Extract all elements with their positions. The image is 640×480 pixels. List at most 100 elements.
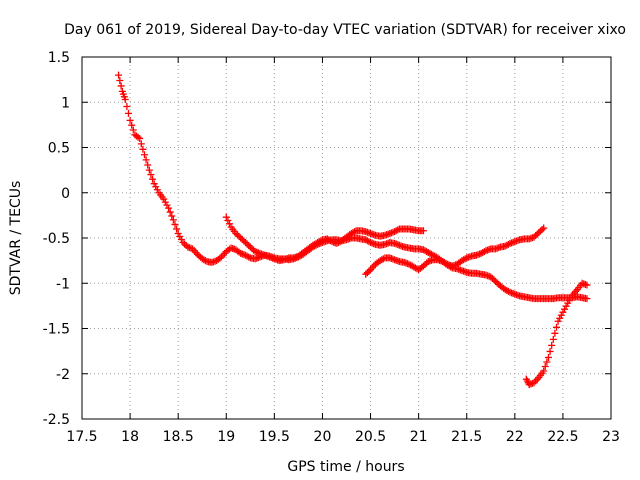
data-point (312, 241, 320, 249)
x-tick-label: 19.5 (259, 429, 290, 445)
data-point (116, 77, 124, 85)
x-tick-label: 20 (314, 429, 332, 445)
data-point (493, 279, 501, 287)
data-point (235, 232, 243, 240)
data-point (179, 239, 187, 247)
x-tick-label: 22 (506, 429, 524, 445)
data-point (129, 126, 137, 134)
data-point (442, 259, 450, 267)
data-point (365, 238, 373, 246)
data-point (554, 317, 562, 325)
y-tick-label: -2.5 (43, 412, 70, 428)
data-point (161, 198, 169, 206)
data-point (176, 232, 184, 240)
data-point (536, 227, 544, 235)
data-point (351, 228, 359, 236)
data-point (461, 255, 469, 263)
data-point (149, 175, 157, 183)
data-point (419, 227, 427, 235)
data-point (419, 262, 427, 270)
data-point (245, 242, 253, 250)
data-point (246, 243, 254, 251)
data-point (551, 329, 559, 337)
x-tick-label: 21 (410, 429, 428, 445)
data-point (136, 134, 144, 142)
data-point (504, 240, 512, 248)
data-point (123, 102, 131, 110)
data-point (557, 311, 565, 319)
data-point (173, 225, 181, 233)
data-point (394, 226, 402, 234)
data-point (195, 252, 203, 260)
data-point (546, 347, 554, 355)
y-tick-label: -0.5 (43, 231, 70, 247)
data-point (532, 232, 540, 240)
data-point (535, 229, 543, 237)
data-point (124, 109, 132, 117)
data-point (152, 183, 160, 191)
data-point (153, 186, 161, 194)
data-point (365, 267, 373, 275)
data-point (115, 71, 123, 79)
x-axis-label: GPS time / hours (287, 459, 404, 475)
series-track-2 (222, 213, 591, 303)
y-tick-label: 1 (61, 95, 70, 111)
x-tick-label: 21.5 (451, 429, 482, 445)
y-tick-label: -1.5 (43, 322, 70, 338)
data-point (128, 121, 136, 129)
data-point (126, 116, 134, 124)
data-point (150, 180, 158, 188)
data-point (538, 226, 546, 234)
data-point (147, 171, 155, 179)
data-series (115, 71, 591, 389)
data-point (556, 314, 564, 322)
x-tick-label: 19 (217, 429, 235, 445)
data-point (544, 353, 552, 361)
data-point (559, 308, 567, 316)
data-point (193, 250, 201, 258)
data-point (168, 212, 176, 220)
data-point (174, 229, 182, 237)
data-point (562, 302, 570, 310)
data-point (487, 273, 495, 281)
y-tick-label: -2 (56, 367, 70, 383)
y-tick-label: 1.5 (48, 50, 70, 66)
data-point (145, 166, 153, 174)
data-point (492, 277, 500, 285)
data-point (160, 195, 168, 203)
x-tick-label: 17.5 (66, 429, 97, 445)
data-point (541, 363, 549, 371)
y-tick-label: 0.5 (48, 141, 70, 157)
data-point (137, 140, 145, 148)
data-point (540, 367, 548, 375)
y-tick-label: -1 (56, 276, 70, 292)
data-point (201, 257, 209, 265)
data-point (248, 245, 256, 253)
data-point (245, 253, 253, 261)
data-point (171, 220, 179, 228)
data-point (163, 201, 171, 209)
data-point (139, 145, 147, 153)
data-point (243, 240, 251, 248)
data-point (480, 248, 488, 256)
data-point (504, 287, 512, 295)
data-point (240, 237, 248, 245)
data-point (490, 276, 498, 284)
data-point (549, 335, 557, 343)
data-point (142, 156, 150, 164)
series-track-4 (522, 279, 591, 389)
data-point (237, 234, 245, 242)
data-point (379, 255, 387, 263)
data-point (166, 208, 174, 216)
data-point (224, 217, 232, 225)
data-point (216, 254, 224, 262)
data-point (181, 240, 189, 248)
data-point (134, 133, 142, 141)
data-point (242, 239, 250, 247)
data-point (177, 236, 185, 244)
data-point (548, 341, 556, 349)
data-point (169, 216, 177, 224)
data-point (233, 231, 241, 239)
x-ticks: 17.5 18 18.5 19 19.5 20 20.5 21 21.5 22 22.5 23 (66, 57, 620, 445)
